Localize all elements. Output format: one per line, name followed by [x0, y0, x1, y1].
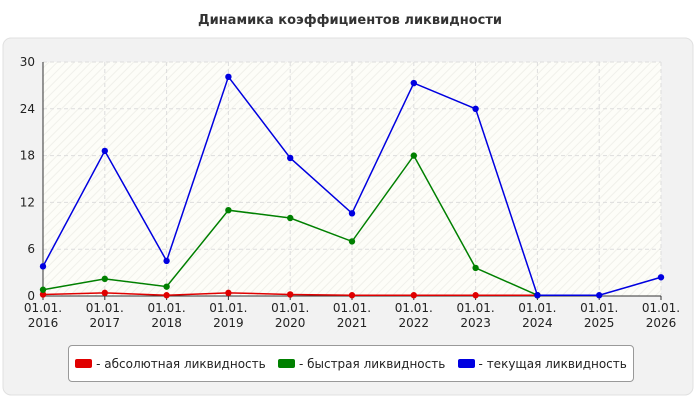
data-point	[39, 263, 47, 270]
data-point	[39, 286, 47, 293]
data-point	[657, 274, 665, 281]
x-tick-label: 01.01. 2023	[456, 301, 495, 330]
y-tick-label: 6	[27, 242, 35, 256]
legend-label: - текущая ликвидность	[478, 356, 627, 371]
y-tick-label: 12	[20, 195, 35, 209]
data-point	[410, 152, 417, 159]
x-tick-label: 01.01. 2022	[394, 301, 433, 330]
data-point	[472, 292, 479, 299]
data-point	[225, 73, 232, 81]
data-point	[39, 291, 47, 298]
data-point	[348, 238, 356, 245]
legend-item: - быстрая ликвидность	[277, 356, 446, 371]
x-tick-label: 01.01. 2024	[518, 301, 557, 330]
legend-swatch	[75, 359, 93, 368]
legend-swatch	[457, 359, 475, 368]
x-tick-label: 01.01. 2019	[209, 301, 248, 330]
x-tick-label: 01.01. 2018	[147, 301, 186, 330]
y-tick-label: 18	[20, 149, 35, 163]
x-tick-label: 01.01. 2017	[85, 301, 124, 330]
legend-swatch	[277, 359, 295, 368]
data-point	[287, 154, 294, 162]
x-tick-label: 01.01. 2020	[271, 301, 310, 330]
data-point	[101, 147, 109, 155]
legend-item: - текущая ликвидность	[457, 356, 627, 371]
legend-label: - абсолютная ликвидность	[96, 356, 266, 371]
data-point	[287, 214, 294, 222]
x-tick-label: 01.01. 2016	[23, 301, 63, 330]
chart-title: Динамика коэффициентов ликвидности	[198, 13, 502, 28]
data-point	[225, 207, 232, 214]
data-point	[163, 257, 170, 265]
data-point	[225, 289, 232, 297]
data-point	[287, 291, 294, 298]
data-point	[534, 292, 541, 299]
data-point	[410, 79, 417, 87]
data-point	[596, 292, 603, 299]
x-tick-label: 01.01. 2026	[641, 301, 681, 330]
x-tick-label: 01.01. 2021	[332, 301, 372, 330]
data-point	[101, 275, 109, 283]
y-tick-label: 30	[20, 55, 35, 69]
data-point	[410, 292, 417, 299]
data-point	[348, 210, 356, 217]
data-point	[101, 289, 109, 297]
data-point	[348, 292, 356, 299]
y-tick-label: 24	[20, 102, 35, 116]
legend: - абсолютная ликвидность - быстрая ликвид…	[68, 345, 634, 382]
data-point	[163, 292, 170, 299]
legend-item: - абсолютная ликвидность	[75, 357, 266, 371]
legend-label: - быстрая ликвидность	[298, 356, 446, 371]
data-point	[472, 264, 479, 272]
data-point	[163, 283, 170, 290]
data-point	[472, 105, 479, 113]
x-tick-label: 01.01. 2025	[580, 301, 619, 330]
y-tick-label: 0	[27, 289, 35, 303]
